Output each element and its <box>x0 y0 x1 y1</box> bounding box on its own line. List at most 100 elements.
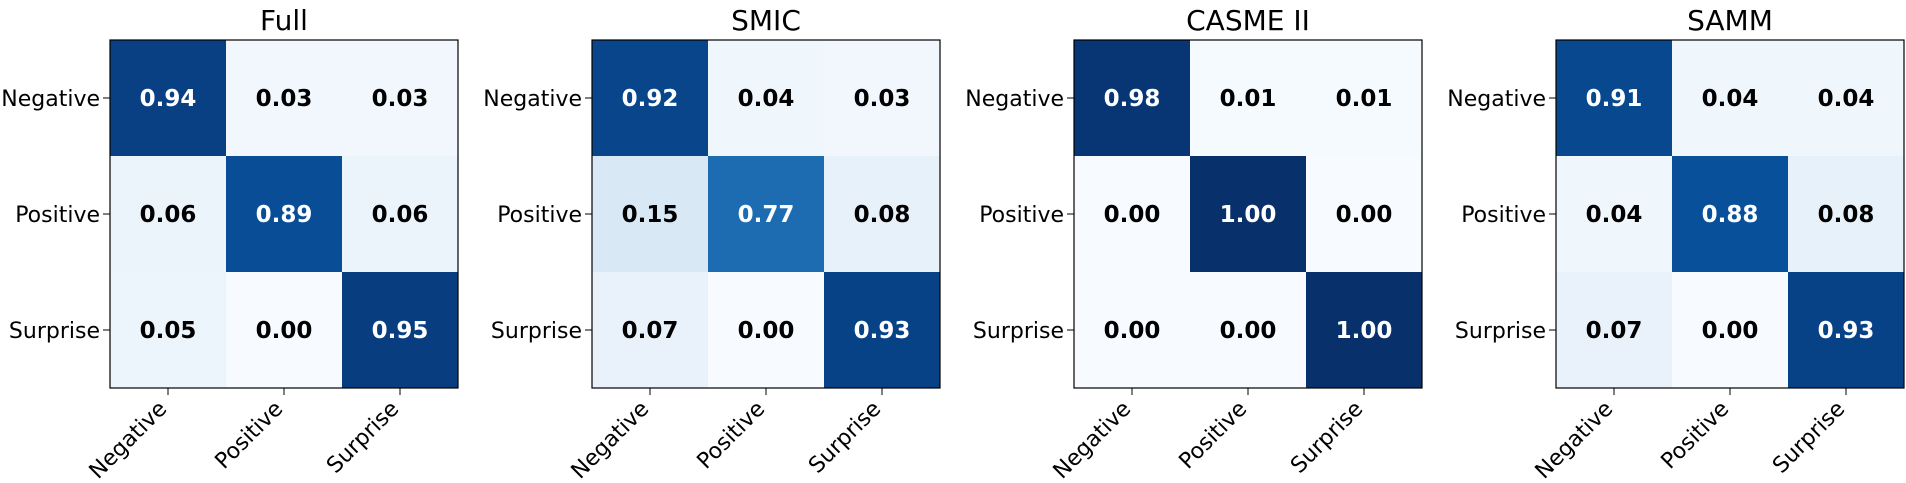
heatmap-cell <box>1074 156 1190 272</box>
heatmap-cell <box>1074 272 1190 388</box>
y-tick-label: Positive <box>1461 203 1546 228</box>
heatmap-cell <box>1672 156 1788 272</box>
heatmap-cell <box>824 156 940 272</box>
panel-title: SMIC <box>731 4 801 37</box>
cell-value-label: 0.08 <box>1818 202 1875 228</box>
x-tick-label: Negative <box>1531 397 1618 483</box>
heatmap-cell <box>226 272 342 388</box>
x-tick-label: Positive <box>211 397 289 475</box>
heatmap-cell <box>342 156 458 272</box>
cell-value-label: 0.04 <box>738 86 795 112</box>
y-tick-label: Negative <box>1447 87 1546 112</box>
cell-value-label: 0.01 <box>1336 86 1393 112</box>
cell-value-label: 1.00 <box>1220 202 1277 228</box>
heatmap-cell <box>110 40 226 156</box>
cell-value-label: 0.77 <box>738 202 795 228</box>
heatmap-cell <box>1556 272 1672 388</box>
cell-value-label: 0.06 <box>372 202 429 228</box>
x-tick-label: Positive <box>1657 397 1735 475</box>
cell-value-label: 0.00 <box>1220 318 1277 344</box>
cell-value-label: 0.00 <box>738 318 795 344</box>
cell-value-label: 0.00 <box>1702 318 1759 344</box>
heatmap-cell <box>226 40 342 156</box>
cell-value-label: 0.04 <box>1818 86 1875 112</box>
cell-value-label: 0.15 <box>622 202 679 228</box>
cell-value-label: 0.03 <box>854 86 911 112</box>
heatmap-cell <box>1556 156 1672 272</box>
y-tick-label: Negative <box>1 87 100 112</box>
cell-value-label: 0.93 <box>1818 318 1875 344</box>
cell-value-label: 0.98 <box>1104 86 1161 112</box>
heatmap-cell <box>1788 156 1904 272</box>
heatmap-cell <box>1190 272 1306 388</box>
heatmap-cell <box>708 272 824 388</box>
panel-title: Full <box>260 4 308 37</box>
cell-value-label: 0.07 <box>1586 318 1643 344</box>
x-tick-label: Positive <box>1175 397 1253 475</box>
cell-value-label: 0.93 <box>854 318 911 344</box>
heatmap-cell <box>342 40 458 156</box>
cell-value-label: 0.92 <box>622 86 679 112</box>
heatmap-cell <box>1672 272 1788 388</box>
y-tick-label: Positive <box>497 203 582 228</box>
y-tick-label: Surprise <box>1455 319 1546 344</box>
heatmap-cell <box>592 156 708 272</box>
heatmap-cell <box>824 40 940 156</box>
heatmap-cell <box>824 272 940 388</box>
cell-value-label: 0.00 <box>1336 202 1393 228</box>
x-tick-label: Positive <box>693 397 771 475</box>
heatmap-cell <box>1556 40 1672 156</box>
heatmap-cell <box>1074 40 1190 156</box>
heatmap-cell <box>1788 272 1904 388</box>
cell-value-label: 0.91 <box>1586 86 1643 112</box>
cell-value-label: 0.00 <box>1104 202 1161 228</box>
cell-value-label: 0.88 <box>1702 202 1759 228</box>
y-tick-label: Negative <box>965 87 1064 112</box>
y-tick-label: Surprise <box>973 319 1064 344</box>
heatmap-cell <box>1672 40 1788 156</box>
y-tick-label: Surprise <box>9 319 100 344</box>
cell-value-label: 0.94 <box>140 86 197 112</box>
cell-value-label: 0.06 <box>140 202 197 228</box>
panel-title: SAMM <box>1687 4 1773 37</box>
cell-value-label: 0.03 <box>256 86 313 112</box>
cell-value-label: 0.00 <box>1104 318 1161 344</box>
x-tick-label: Surprise <box>322 397 404 479</box>
heatmap-cell <box>226 156 342 272</box>
y-tick-label: Negative <box>483 87 582 112</box>
y-tick-label: Positive <box>15 203 100 228</box>
heatmap-cell <box>342 272 458 388</box>
heatmap-cell <box>1306 40 1422 156</box>
heatmap-cell <box>592 40 708 156</box>
heatmap-cell <box>1190 40 1306 156</box>
cell-value-label: 0.07 <box>622 318 679 344</box>
cell-value-label: 1.00 <box>1336 318 1393 344</box>
cell-value-label: 0.00 <box>256 318 313 344</box>
cell-value-label: 0.08 <box>854 202 911 228</box>
heatmap-cell <box>708 40 824 156</box>
cell-value-label: 0.95 <box>372 318 429 344</box>
x-tick-label: Negative <box>85 397 172 483</box>
heatmap-cell <box>1788 40 1904 156</box>
x-tick-label: Surprise <box>804 397 886 479</box>
heatmap-cell <box>1306 156 1422 272</box>
x-tick-label: Surprise <box>1286 397 1368 479</box>
heatmap-cell <box>708 156 824 272</box>
cell-value-label: 0.04 <box>1586 202 1643 228</box>
cell-value-label: 0.04 <box>1702 86 1759 112</box>
y-tick-label: Surprise <box>491 319 582 344</box>
heatmap-cell <box>592 272 708 388</box>
cell-value-label: 0.89 <box>256 202 313 228</box>
x-tick-label: Negative <box>567 397 654 483</box>
heatmap-cell <box>110 156 226 272</box>
panel-title: CASME II <box>1186 4 1310 37</box>
heatmap-cell <box>110 272 226 388</box>
x-tick-label: Negative <box>1049 397 1136 483</box>
y-tick-label: Positive <box>979 203 1064 228</box>
x-tick-label: Surprise <box>1768 397 1850 479</box>
heatmap-cell <box>1190 156 1306 272</box>
cell-value-label: 0.03 <box>372 86 429 112</box>
cell-value-label: 0.05 <box>140 318 197 344</box>
cell-value-label: 0.01 <box>1220 86 1277 112</box>
